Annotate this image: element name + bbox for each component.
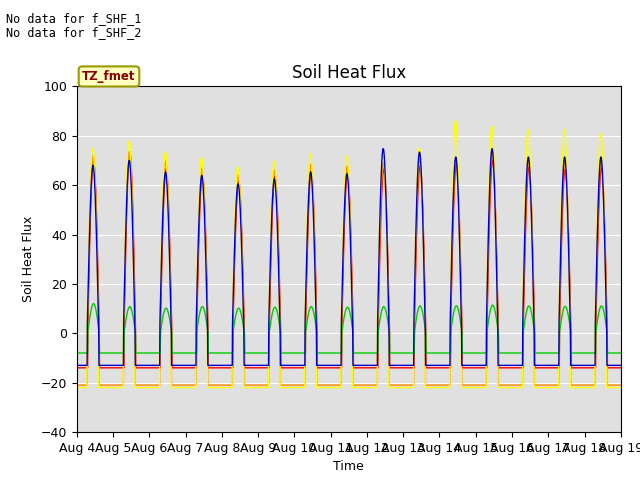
SHF5 [380,146,387,152]
X-axis label: Time: Time [333,460,364,473]
SHF2 [125,149,133,155]
SHF1 [365,365,372,371]
SHF5 [365,362,372,368]
SHF3 [507,384,515,390]
SHF4 [507,350,515,356]
SHF3 [365,384,372,390]
SHF4 [617,350,625,356]
Line: SHF2: SHF2 [77,152,621,385]
SHF1 [569,365,577,371]
SHF2 [569,382,577,388]
SHF1 [225,365,232,371]
SHF3 [584,384,592,390]
SHF2 [376,212,384,218]
SHF1 [73,365,81,371]
SHF5 [225,362,232,368]
SHF1 [126,149,134,155]
SHF1 [617,365,625,371]
SHF4 [584,350,592,356]
Y-axis label: Soil Heat Flux: Soil Heat Flux [22,216,35,302]
SHF4 [225,350,232,356]
SHF1 [507,365,515,371]
SHF5 [507,362,515,368]
SHF2 [225,382,232,388]
SHF4 [376,314,384,320]
SHF3 [617,384,625,390]
Line: SHF1: SHF1 [77,152,621,368]
SHF1 [376,228,384,234]
SHF5 [584,362,592,368]
SHF1 [584,365,592,371]
SHF2 [73,382,81,388]
Title: Soil Heat Flux: Soil Heat Flux [292,64,406,82]
SHF3 [225,384,232,390]
SHF5 [569,362,577,368]
SHF5 [617,362,625,368]
SHF2 [584,382,592,388]
Line: SHF3: SHF3 [77,120,621,387]
SHF4 [569,350,577,356]
SHF3 [376,201,384,206]
SHF4 [90,301,97,307]
Text: No data for f_SHF_2: No data for f_SHF_2 [6,26,142,39]
Line: SHF5: SHF5 [77,149,621,365]
Text: TZ_fmet: TZ_fmet [82,70,136,83]
Line: SHF4: SHF4 [77,304,621,353]
SHF5 [376,205,384,211]
Text: No data for f_SHF_1: No data for f_SHF_1 [6,12,142,25]
SHF2 [507,382,515,388]
SHF3 [569,384,577,390]
SHF3 [452,118,460,123]
SHF3 [73,384,81,390]
SHF2 [617,382,625,388]
SHF5 [73,362,81,368]
SHF2 [365,382,372,388]
SHF4 [365,350,372,356]
SHF4 [73,350,81,356]
